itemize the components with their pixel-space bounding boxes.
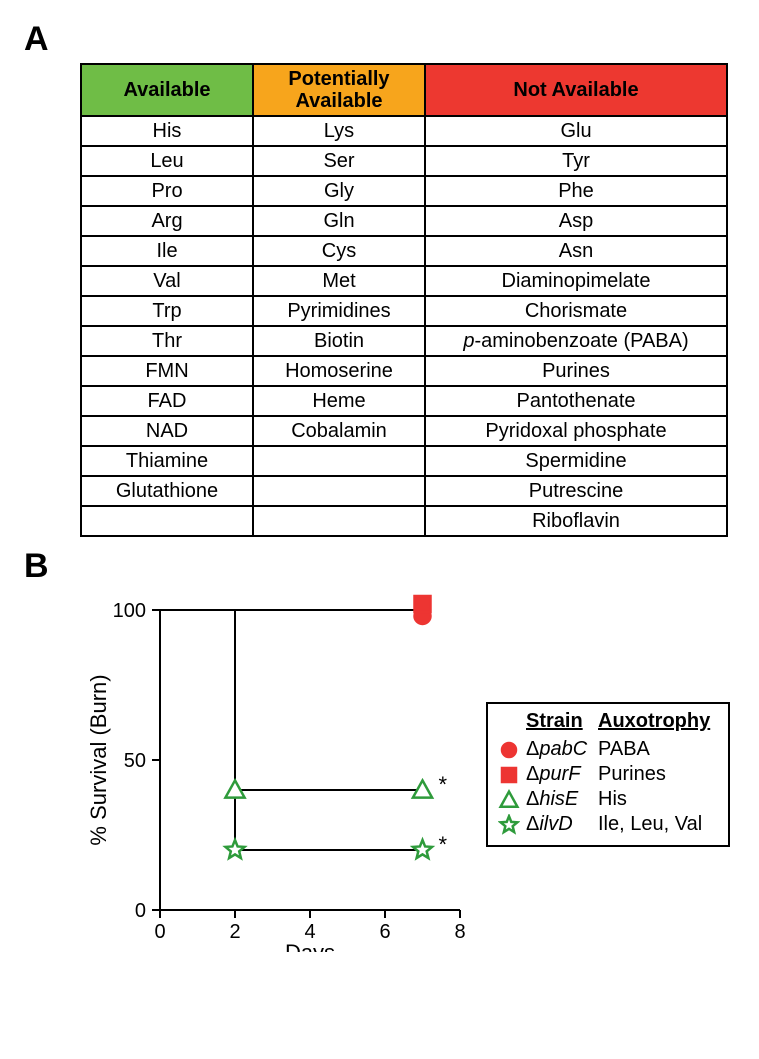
- svg-text:0: 0: [135, 900, 146, 922]
- panel-a-label: A: [24, 20, 739, 59]
- svg-text:*: *: [439, 832, 448, 857]
- table-cell: Biotin: [253, 326, 425, 356]
- table-cell: FAD: [81, 386, 253, 416]
- table-row: Glutathione Putrescine: [81, 476, 727, 506]
- panel-b-label: B: [24, 547, 739, 586]
- legend-strain: ΔpurF: [526, 762, 592, 787]
- table-header-col0: Available: [81, 64, 253, 116]
- table-row: ProGlyPhe: [81, 176, 727, 206]
- table-cell: His: [81, 116, 253, 146]
- table-cell: Cys: [253, 236, 425, 266]
- table-cell: Pantothenate: [425, 386, 727, 416]
- svg-text:100: 100: [113, 600, 146, 622]
- legend-item-hisE: ΔhisEHis: [498, 787, 718, 812]
- table-cell: Ile: [81, 236, 253, 266]
- table-cell: Tyr: [425, 146, 727, 176]
- table-cell: Ser: [253, 146, 425, 176]
- svg-text:50: 50: [124, 750, 146, 772]
- table-cell: Gln: [253, 206, 425, 236]
- table-row: FMNHomoserinePurines: [81, 356, 727, 386]
- svg-text:2: 2: [229, 921, 240, 943]
- table-cell: Homoserine: [253, 356, 425, 386]
- table-cell: Thr: [81, 326, 253, 356]
- legend-auxotrophy: His: [598, 787, 718, 812]
- table-row: Thiamine Spermidine: [81, 446, 727, 476]
- table-cell: Lys: [253, 116, 425, 146]
- svg-text:% Survival (Burn): % Survival (Burn): [88, 674, 111, 845]
- legend-header-strain: Strain: [526, 710, 592, 733]
- table-row: Riboflavin: [81, 506, 727, 536]
- svg-text:8: 8: [454, 921, 465, 943]
- table-header-col1: PotentiallyAvailable: [253, 64, 425, 116]
- table-cell: Cobalamin: [253, 416, 425, 446]
- table-row: HisLysGlu: [81, 116, 727, 146]
- table-cell: Putrescine: [425, 476, 727, 506]
- table-row: ArgGlnAsp: [81, 206, 727, 236]
- table-cell: Val: [81, 266, 253, 296]
- svg-text:*: *: [439, 772, 448, 797]
- table-cell: Diaminopimelate: [425, 266, 727, 296]
- legend-strain: ΔilvD: [526, 812, 592, 837]
- table-header-col2: Not Available: [425, 64, 727, 116]
- table-cell: Spermidine: [425, 446, 727, 476]
- table-cell: NAD: [81, 416, 253, 446]
- table-row: NADCobalaminPyridoxal phosphate: [81, 416, 727, 446]
- table-cell: Pro: [81, 176, 253, 206]
- table-cell: Leu: [81, 146, 253, 176]
- table-cell: Phe: [425, 176, 727, 206]
- table-cell: Thiamine: [81, 446, 253, 476]
- table-cell: Pyrimidines: [253, 296, 425, 326]
- triangle-icon: [498, 789, 520, 811]
- legend-strain: ΔhisE: [526, 787, 592, 812]
- table-cell: Heme: [253, 386, 425, 416]
- table-row: ValMetDiaminopimelate: [81, 266, 727, 296]
- table-cell: Arg: [81, 206, 253, 236]
- table-cell: Gly: [253, 176, 425, 206]
- table-row: LeuSerTyr: [81, 146, 727, 176]
- table-cell: Asn: [425, 236, 727, 266]
- legend-header-aux: Auxotrophy: [598, 710, 718, 733]
- table-cell: Purines: [425, 356, 727, 386]
- table-cell: [253, 446, 425, 476]
- table-cell: Chorismate: [425, 296, 727, 326]
- svg-text:0: 0: [154, 921, 165, 943]
- legend-box: Strain Auxotrophy ΔpabCPABAΔpurFPurinesΔ…: [486, 702, 730, 847]
- table-cell: [253, 506, 425, 536]
- table-cell: FMN: [81, 356, 253, 386]
- svg-text:6: 6: [379, 921, 390, 943]
- table-cell: [81, 506, 253, 536]
- table-cell: Pyridoxal phosphate: [425, 416, 727, 446]
- table-cell: Riboflavin: [425, 506, 727, 536]
- table-cell: p-aminobenzoate (PABA): [425, 326, 727, 356]
- table-row: IleCysAsn: [81, 236, 727, 266]
- legend-item-ilvD: ΔilvDIle, Leu, Val: [498, 812, 718, 837]
- star-icon: [498, 814, 520, 836]
- legend-auxotrophy: Ile, Leu, Val: [598, 812, 718, 837]
- survival-chart: 02468Days050100% Survival (Burn)** Strai…: [88, 592, 739, 952]
- legend-item-purF: ΔpurFPurines: [498, 762, 718, 787]
- svg-text:Days: Days: [285, 940, 335, 952]
- table-cell: Trp: [81, 296, 253, 326]
- legend-item-pabC: ΔpabCPABA: [498, 737, 718, 762]
- square-icon: [498, 764, 520, 786]
- table-row: ThrBiotinp-aminobenzoate (PABA): [81, 326, 727, 356]
- table-cell: [253, 476, 425, 506]
- table-cell: Asp: [425, 206, 727, 236]
- table-row: TrpPyrimidinesChorismate: [81, 296, 727, 326]
- table-cell: Glu: [425, 116, 727, 146]
- legend-strain: ΔpabC: [526, 737, 592, 762]
- legend-auxotrophy: Purines: [598, 762, 718, 787]
- nutrient-availability-table: AvailablePotentiallyAvailableNot Availab…: [80, 63, 728, 537]
- legend-auxotrophy: PABA: [598, 737, 718, 762]
- table-cell: Met: [253, 266, 425, 296]
- table-row: FADHemePantothenate: [81, 386, 727, 416]
- table-cell: Glutathione: [81, 476, 253, 506]
- circle-icon: [498, 739, 520, 761]
